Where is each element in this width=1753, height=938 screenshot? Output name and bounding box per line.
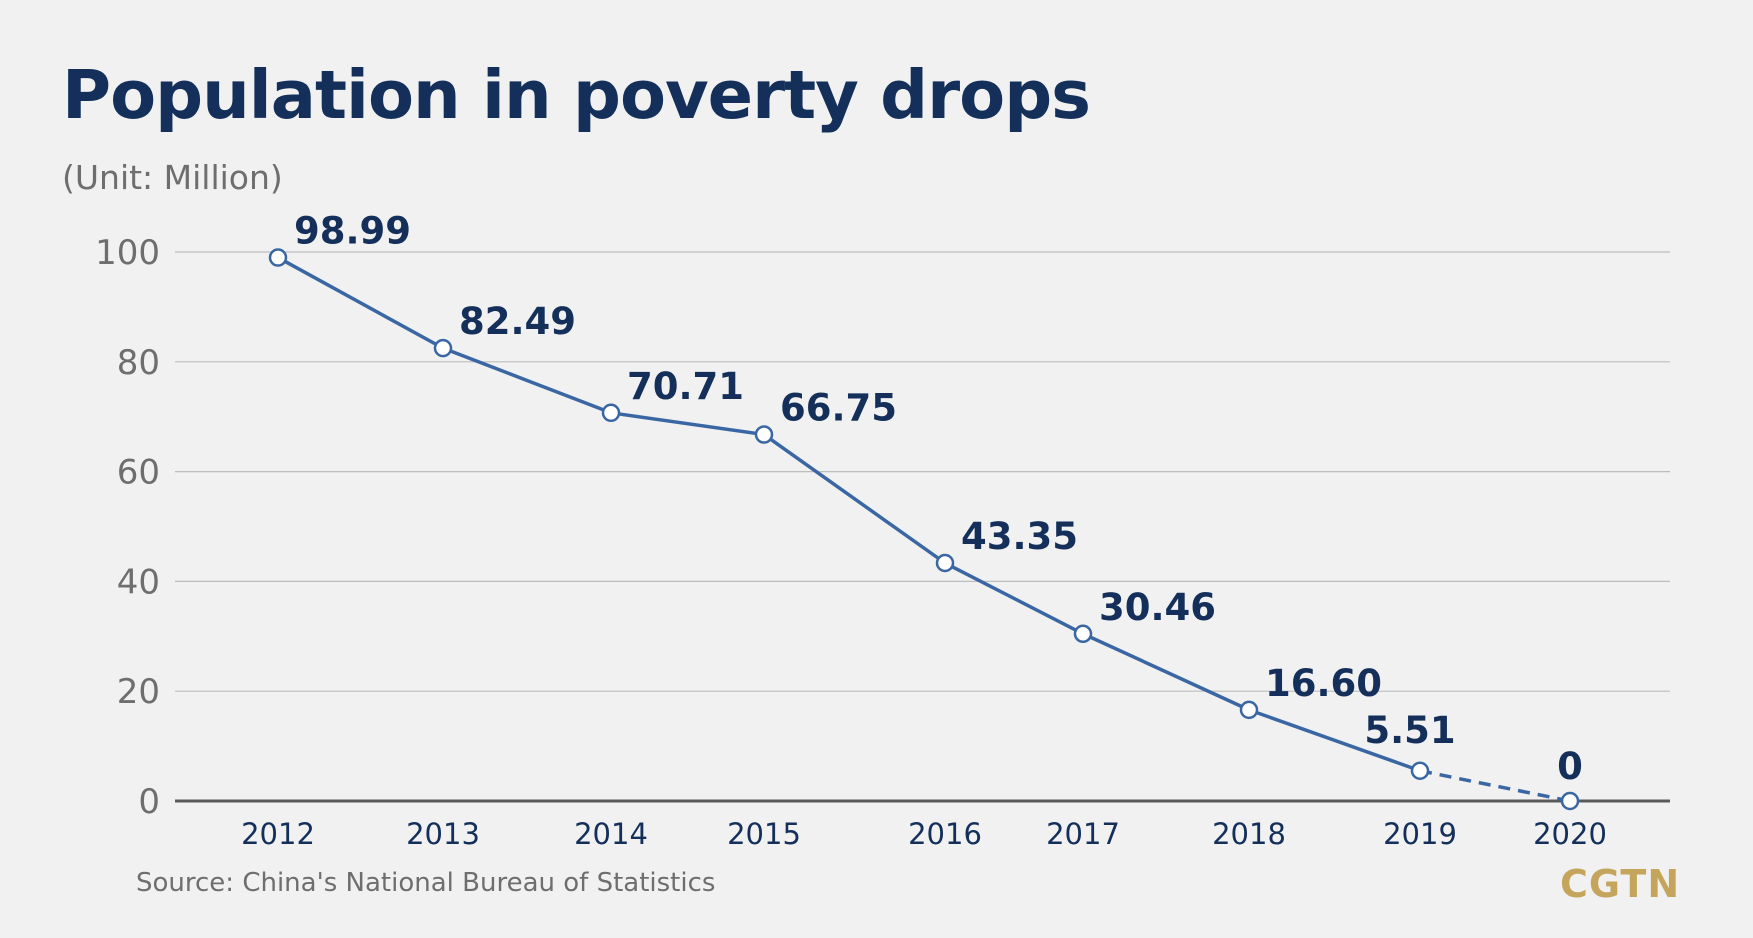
x-axis-ticks: 2012 2013 2014 2015 2016 2017 2018 2019 2020 [241,817,1607,851]
x-tick-label: 2019 [1383,817,1457,851]
y-tick-label: 20 [117,672,160,712]
x-tick-label: 2013 [406,817,480,851]
data-point [935,553,955,573]
data-point [268,248,288,267]
unit-label: (Unit: Million) [62,158,283,197]
data-label: 5.51 [1364,709,1455,752]
data-point [754,425,774,444]
series-poverty-population [277,256,1571,803]
series-line-projected [1419,769,1571,803]
data-label: 98.99 [294,210,411,253]
x-tick-label: 2015 [727,817,801,851]
x-tick-label: 2020 [1533,817,1607,851]
data-label: 70.71 [627,365,744,408]
data-point [1410,761,1430,781]
data-point [1073,624,1093,644]
data-label: 66.75 [780,387,897,430]
data-label: 0 [1557,745,1583,788]
y-axis-ticks: 0 20 40 60 80 100 [95,233,160,822]
data-label: 16.60 [1265,662,1382,705]
series-line [277,256,1421,773]
gridlines [175,251,1670,803]
x-tick-label: 2014 [574,817,648,851]
chart-title: Population in poverty drops [62,56,1091,134]
data-point [1560,791,1580,811]
x-tick-label: 2012 [241,817,315,851]
x-tick-label: 2017 [1046,817,1120,851]
x-tick-label: 2016 [908,817,982,851]
x-tick-label: 2018 [1212,817,1286,851]
data-point [433,338,453,358]
y-tick-label: 100 [95,233,160,273]
data-points [268,248,1580,811]
y-tick-label: 0 [138,782,160,822]
data-label: 43.35 [961,515,1078,558]
data-point [601,403,621,423]
data-point [1239,700,1259,720]
data-label: 30.46 [1099,586,1216,629]
cgtn-logo: CGTN [1560,862,1681,906]
y-tick-label: 60 [117,453,160,493]
data-label: 82.49 [459,300,576,343]
y-tick-label: 80 [117,343,160,383]
source-note: Source: China's National Bureau of Stati… [136,868,716,898]
data-labels: 98.99 82.49 70.71 66.75 43.35 30.46 16.605.51 0 [294,210,1583,788]
y-tick-label: 40 [117,562,160,602]
